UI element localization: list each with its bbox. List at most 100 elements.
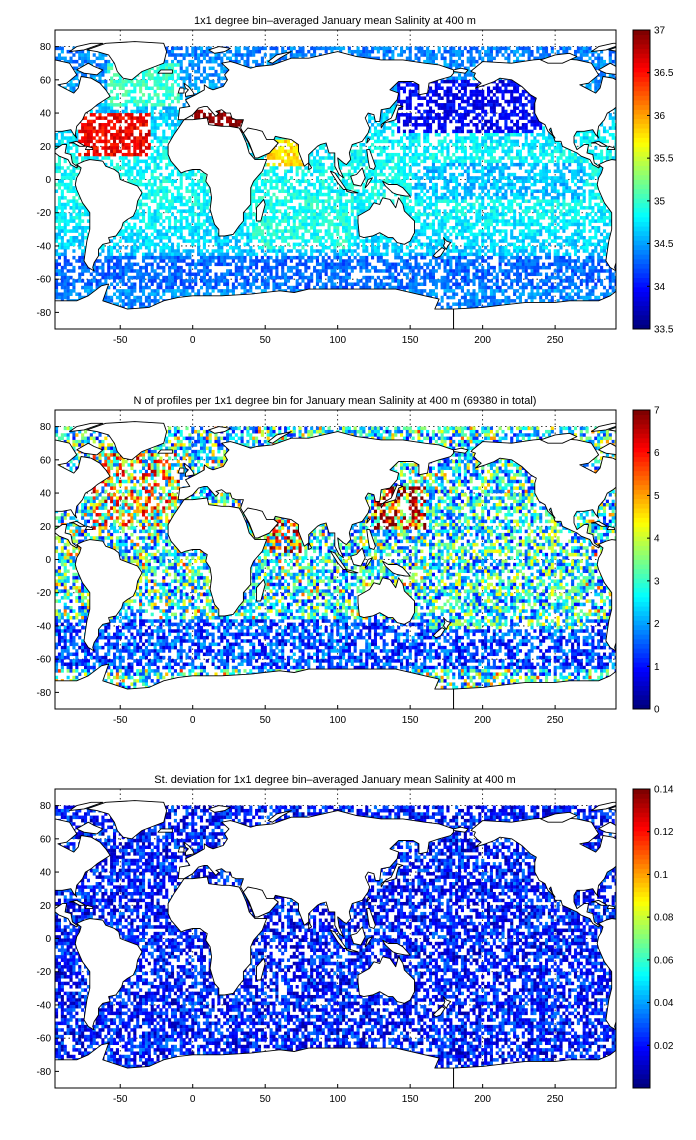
- data-cell: [594, 56, 598, 61]
- data-cell: [185, 69, 189, 74]
- data-cell: [431, 159, 435, 164]
- data-cell: [373, 159, 378, 164]
- data-cell: [417, 49, 421, 54]
- data-cell: [481, 149, 485, 154]
- data-cell: [440, 146, 444, 150]
- data-cell: [139, 176, 143, 180]
- data-cell: [582, 166, 586, 170]
- data-cell: [397, 99, 401, 104]
- data-cell: [127, 89, 131, 94]
- data-cell: [466, 172, 470, 177]
- data-cell: [191, 63, 195, 67]
- data-cell: [112, 166, 117, 170]
- data-cell: [408, 166, 412, 170]
- data-cell: [150, 146, 154, 150]
- data-cell: [431, 56, 435, 61]
- data-cell: [524, 116, 528, 120]
- data-cell: [475, 96, 479, 100]
- data-cell: [101, 66, 105, 71]
- data-cell: [202, 179, 206, 184]
- data-cell: [379, 152, 383, 157]
- data-cell: [231, 59, 235, 64]
- data-cell: [571, 152, 575, 157]
- data-cell: [156, 69, 160, 74]
- data-cell: [359, 49, 363, 54]
- data-cell: [530, 49, 534, 54]
- data-cell: [83, 129, 88, 134]
- data-cell: [179, 76, 183, 81]
- data-cell: [118, 172, 122, 177]
- data-cell: [124, 119, 128, 124]
- data-cell: [159, 172, 163, 177]
- data-cell: [133, 179, 137, 184]
- data-cell: [414, 119, 418, 124]
- data-cell: [579, 46, 583, 51]
- data-cell: [397, 169, 401, 174]
- data-cell: [559, 156, 563, 160]
- data-cell: [243, 136, 247, 140]
- data-cell: [214, 123, 218, 127]
- data-cell: [481, 139, 485, 144]
- data-cell: [515, 176, 520, 180]
- data-cell: [469, 59, 473, 64]
- data-cell: [594, 83, 598, 87]
- data-cell: [388, 139, 392, 144]
- data-cell: [159, 83, 163, 87]
- data-cell: [170, 89, 175, 94]
- data-cell: [118, 103, 122, 107]
- data-cell: [518, 126, 522, 130]
- data-cell: [478, 49, 482, 54]
- data-cell: [510, 83, 514, 87]
- data-cell: [57, 159, 61, 164]
- data-cell: [385, 126, 389, 130]
- data-cell: [107, 106, 111, 110]
- data-cell: [510, 79, 514, 84]
- data-cell: [226, 119, 230, 124]
- data-cell: [455, 96, 459, 100]
- data-cell: [150, 172, 154, 177]
- data-cell: [495, 89, 499, 94]
- data-cell: [211, 73, 215, 77]
- data-cell: [457, 46, 462, 51]
- data-cell: [112, 83, 117, 87]
- data-cell: [252, 53, 256, 57]
- data-cell: [457, 126, 462, 130]
- data-cell: [489, 116, 493, 120]
- data-cell: [292, 53, 296, 57]
- data-cell: [611, 123, 615, 127]
- data-cell: [330, 169, 334, 174]
- data-cell: [220, 69, 224, 74]
- data-cell: [608, 116, 612, 120]
- data-cell: [159, 166, 163, 170]
- data-cell: [515, 132, 520, 137]
- data-cell: [159, 123, 163, 127]
- data-cell: [139, 79, 143, 84]
- data-cell: [321, 146, 325, 150]
- data-cell: [426, 166, 430, 170]
- data-cell: [165, 106, 169, 110]
- data-cell: [147, 93, 151, 97]
- data-cell: [455, 49, 459, 54]
- data-cell: [278, 146, 282, 150]
- data-cell: [182, 103, 186, 107]
- data-cell: [402, 146, 407, 150]
- data-cell: [191, 83, 195, 87]
- data-cell: [165, 46, 169, 51]
- data-cell: [507, 56, 511, 61]
- data-cell: [130, 132, 134, 137]
- data-cell: [81, 73, 85, 77]
- data-cell: [501, 162, 505, 167]
- data-cell: [463, 146, 467, 150]
- data-cell: [498, 129, 502, 134]
- data-cell: [118, 126, 122, 130]
- data-cell: [121, 159, 125, 164]
- data-cell: [75, 159, 79, 164]
- data-cell: [414, 136, 418, 140]
- data-cell: [460, 63, 464, 67]
- data-cell: [484, 109, 488, 114]
- data-cell: [400, 139, 404, 144]
- data-cell: [426, 93, 430, 97]
- chart-title: 1x1 degree bin–averaged January mean Sal…: [194, 15, 476, 27]
- data-cell: [98, 76, 102, 81]
- data-cell: [124, 172, 128, 177]
